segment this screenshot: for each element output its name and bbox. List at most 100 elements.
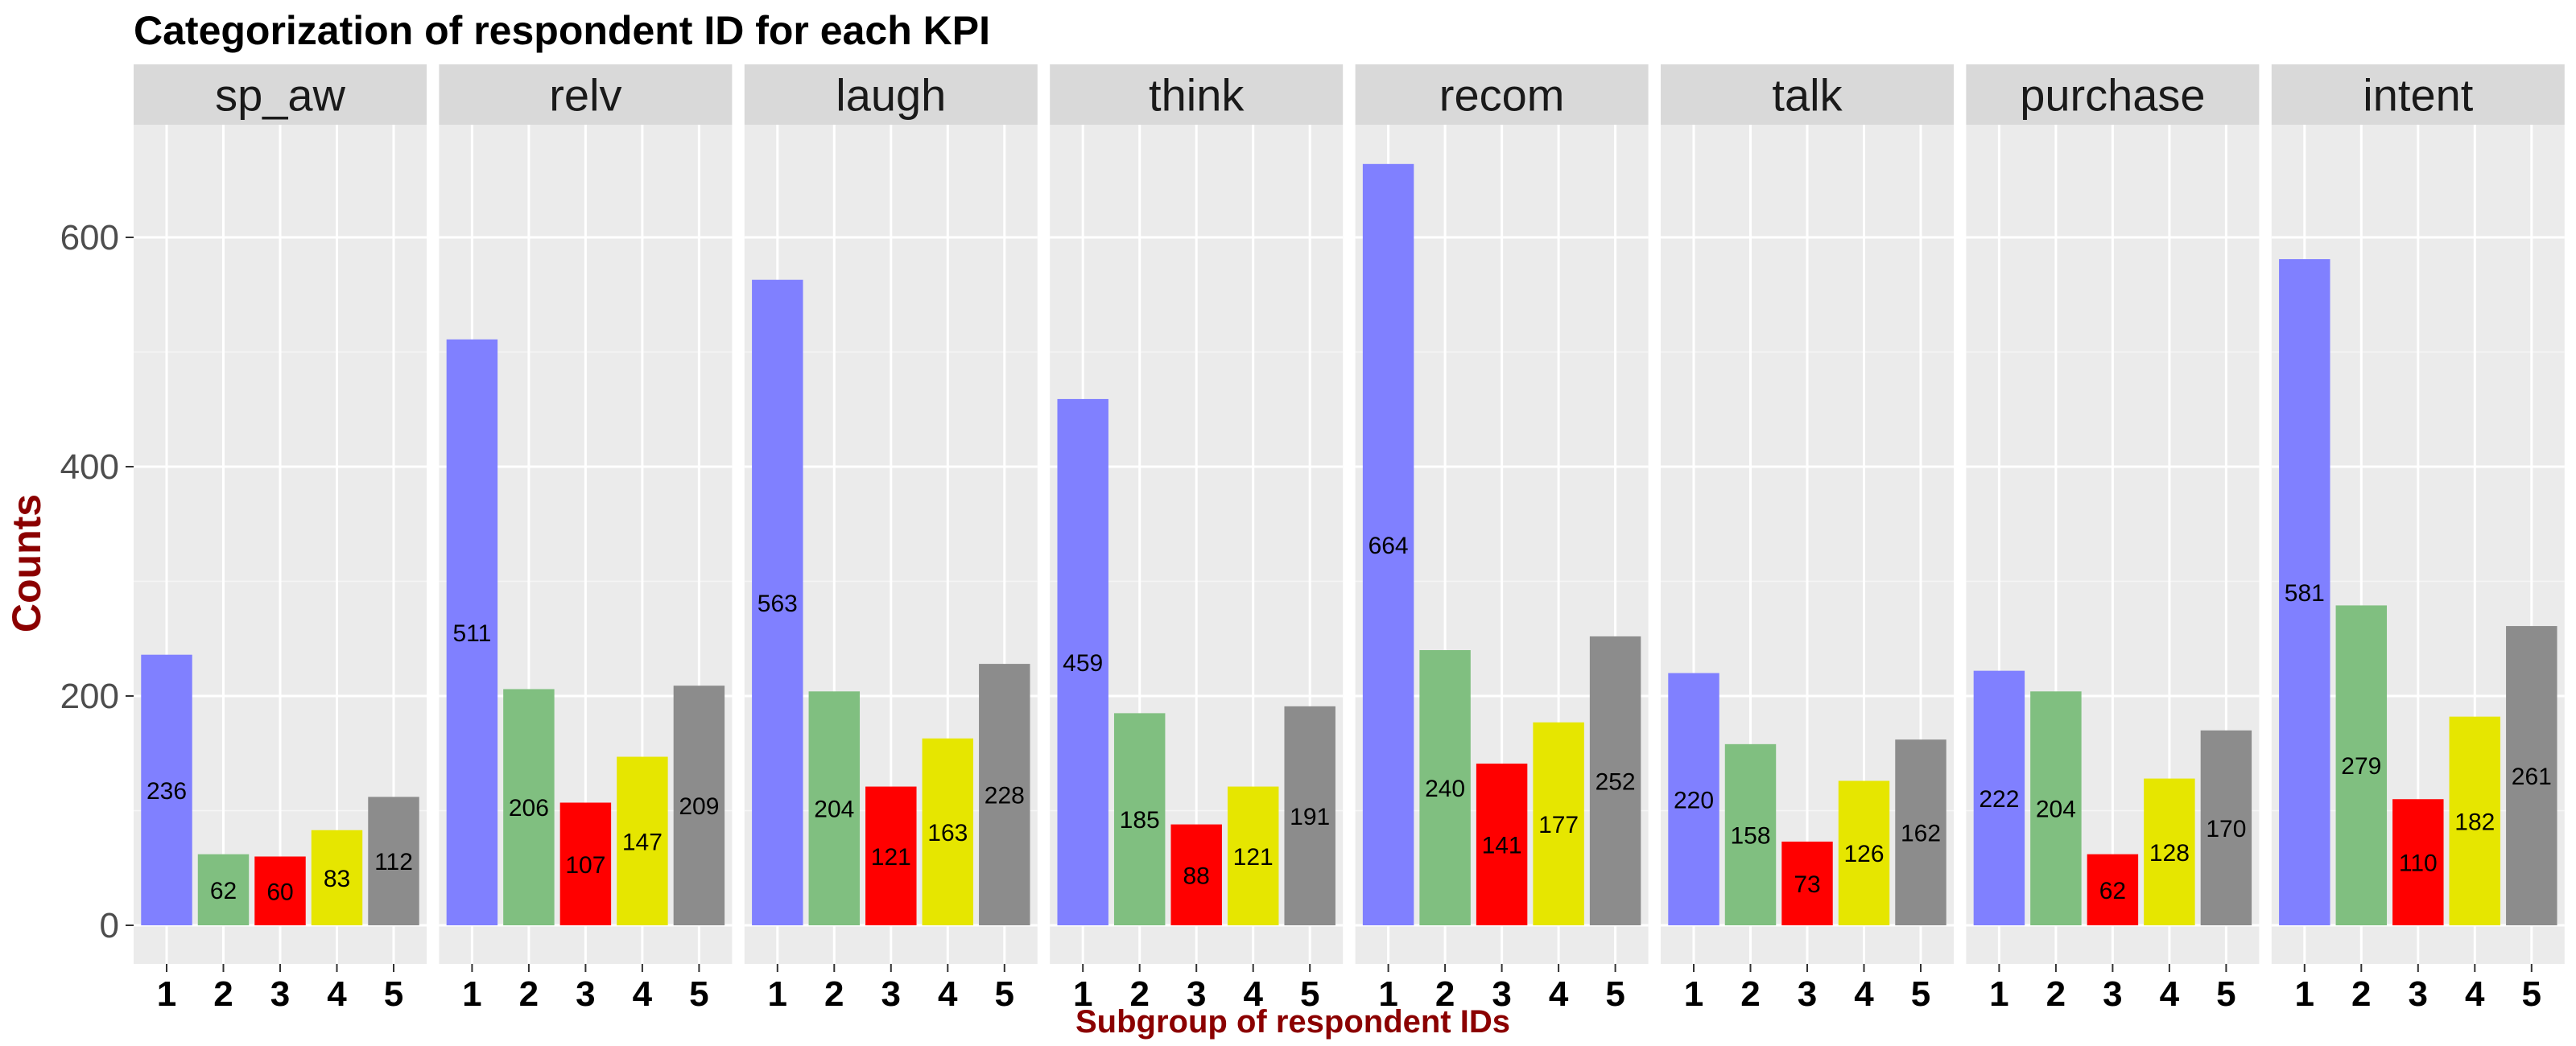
- bar-value-label: 121: [1233, 844, 1274, 871]
- bar-relv-4: [617, 756, 668, 925]
- x-tick-label: 5: [2216, 974, 2235, 1014]
- y-tick-label: 0: [100, 906, 119, 945]
- bar-value-label: 220: [1674, 787, 1714, 813]
- facet-strip: [1966, 64, 2260, 125]
- x-tick-label: 4: [938, 974, 958, 1014]
- bar-purchase-4: [2144, 778, 2195, 925]
- bar-value-label: 581: [2285, 580, 2325, 607]
- bar-talk-3: [1781, 841, 1833, 925]
- bar-value-label: 182: [2454, 809, 2495, 835]
- bar-value-label: 261: [2512, 764, 2552, 790]
- x-tick-label: 3: [2409, 974, 2428, 1014]
- facet-strip-label: sp_aw: [215, 70, 345, 121]
- bar-value-label: 222: [1979, 786, 2019, 813]
- bar-think-1: [1057, 398, 1108, 925]
- x-tick-label: 5: [1300, 974, 1319, 1014]
- bar-talk-4: [1838, 780, 1890, 925]
- bar-value-label: 170: [2206, 816, 2246, 842]
- x-tick-label: 1: [2295, 974, 2314, 1014]
- x-tick-label: 2: [1129, 974, 1149, 1014]
- bar-laugh-3: [865, 786, 917, 925]
- x-tick-label: 1: [1684, 974, 1703, 1014]
- bar-laugh-5: [979, 664, 1030, 925]
- bar-purchase-2: [2030, 691, 2082, 925]
- bar-talk-1: [1668, 673, 1719, 925]
- bar-recom-1: [1362, 163, 1414, 926]
- y-tick-label: 400: [60, 447, 119, 487]
- bar-value-label: 209: [679, 793, 719, 820]
- bar-value-label: 279: [2341, 753, 2381, 780]
- x-tick-label: 4: [327, 974, 347, 1014]
- x-tick-label: 1: [157, 974, 176, 1014]
- bar-think-2: [1113, 713, 1166, 925]
- bar-sp_aw-3: [254, 856, 306, 925]
- bar-value-label: 240: [1425, 776, 1465, 802]
- facet-strip: [1355, 64, 1649, 125]
- bar-value-label: 563: [758, 591, 798, 617]
- bar-recom-3: [1476, 764, 1528, 925]
- bar-purchase-5: [2200, 730, 2252, 925]
- bar-sp_aw-1: [141, 654, 192, 925]
- x-tick-label: 3: [1798, 974, 1817, 1014]
- bar-value-label: 228: [985, 783, 1025, 809]
- bar-value-label: 126: [1843, 841, 1884, 867]
- x-tick-label: 2: [213, 974, 233, 1014]
- x-tick-label: 4: [633, 974, 653, 1014]
- bar-intent-2: [2335, 605, 2388, 925]
- x-tick-label: 5: [995, 974, 1014, 1014]
- x-tick-label: 3: [1187, 974, 1206, 1014]
- facet-relv: 1 2 3 4 5 511 206 107 147 209 relv: [439, 64, 733, 1014]
- x-tick-label: 1: [1378, 974, 1397, 1014]
- bar-value-label: 664: [1368, 533, 1409, 559]
- bar-value-label: 163: [927, 820, 968, 846]
- facet-strip-label: relv: [549, 70, 621, 121]
- facet-strip-label: purchase: [2020, 70, 2205, 121]
- facet-recom: 1 2 3 4 5 664 240 141 177 252 recom: [1355, 64, 1649, 1014]
- bar-value-label: 204: [2036, 797, 2076, 823]
- bar-value-label: 107: [565, 852, 605, 879]
- x-tick-label: 1: [768, 974, 787, 1014]
- facet-strip: [1661, 64, 1954, 125]
- x-tick-label: 3: [270, 974, 290, 1014]
- bar-relv-1: [446, 339, 498, 925]
- bar-value-label: 73: [1794, 871, 1820, 898]
- facet-sp_aw: 1 2 3 4 5 236 62 60 83 112 sp_aw: [134, 64, 427, 1014]
- bar-value-label: 177: [1538, 812, 1579, 838]
- y-tick-label: 200: [60, 677, 119, 716]
- bar-value-label: 185: [1120, 807, 1160, 834]
- bar-intent-1: [2279, 259, 2330, 925]
- facet-strip: [744, 64, 1038, 125]
- bar-purchase-1: [1973, 670, 2025, 925]
- bar-recom-4: [1533, 722, 1584, 925]
- facet-strip: [134, 64, 427, 125]
- x-tick-label: 4: [2160, 974, 2180, 1014]
- bar-relv-2: [503, 689, 555, 925]
- facet-strip-label: intent: [2363, 70, 2473, 121]
- facet-intent: 1 2 3 4 5 581 279 110 182 261 intent: [2271, 64, 2565, 1014]
- x-tick-label: 5: [384, 974, 403, 1014]
- x-tick-label: 1: [1073, 974, 1092, 1014]
- bar-value-label: 112: [374, 849, 413, 875]
- bar-talk-5: [1895, 739, 1946, 925]
- facet-strip: [1050, 64, 1344, 125]
- x-tick-label: 3: [881, 974, 901, 1014]
- x-tick-label: 3: [576, 974, 595, 1014]
- x-tick-label: 5: [689, 974, 708, 1014]
- facet-laugh: 1 2 3 4 5 563 204 121 163 228 laugh: [744, 64, 1038, 1014]
- bar-recom-5: [1589, 636, 1641, 925]
- x-tick-label: 5: [1911, 974, 1930, 1014]
- facet-strip-label: talk: [1772, 70, 1843, 121]
- bar-value-label: 110: [2399, 850, 2438, 877]
- bar-value-label: 459: [1063, 650, 1103, 677]
- facet-strip-label: laugh: [836, 70, 946, 121]
- x-tick-label: 3: [2103, 974, 2122, 1014]
- x-tick-label: 2: [1435, 974, 1455, 1014]
- bar-value-label: 511: [452, 620, 491, 647]
- bar-value-label: 191: [1290, 804, 1330, 830]
- x-tick-label: 4: [1243, 974, 1263, 1014]
- bar-relv-3: [559, 802, 612, 925]
- bar-value-label: 62: [210, 878, 237, 904]
- facet-strip: [439, 64, 733, 125]
- x-tick-label: 2: [824, 974, 844, 1014]
